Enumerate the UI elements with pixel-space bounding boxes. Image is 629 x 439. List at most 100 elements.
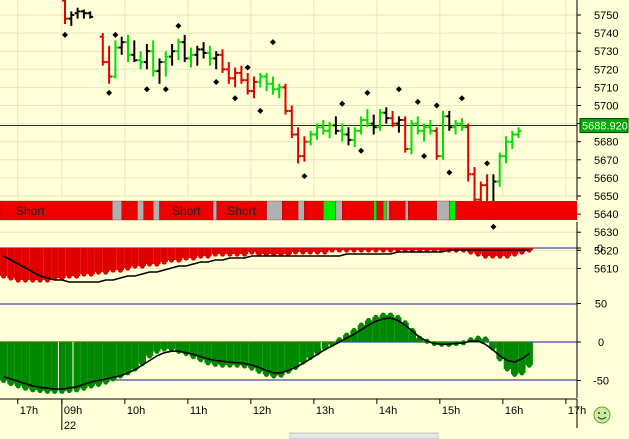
diamond-marker [301, 173, 308, 180]
ohlc-bar [477, 181, 484, 204]
ohlc-bar [194, 45, 201, 66]
osc2-bar [408, 330, 417, 342]
band-segment [304, 200, 324, 221]
osc1-dot [66, 273, 72, 279]
band-label: Short [172, 204, 201, 218]
osc1-dot [132, 263, 138, 269]
diamond-marker [421, 153, 428, 160]
time-tick-label: 10h [127, 405, 145, 417]
osc2-dot [168, 346, 175, 352]
osc1-signal-line [3, 249, 530, 283]
price-axis: 5750574057305720571057005690568056705660… [576, 0, 618, 275]
osc2-bar [525, 342, 533, 366]
oscillator-red-panel: 0 [0, 222, 603, 320]
osc2-dot [504, 366, 510, 372]
osc2-dot [256, 368, 262, 374]
osc1-dot [497, 253, 503, 259]
osc2-bar [146, 342, 154, 356]
ohlc-bar [471, 167, 478, 207]
osc1-bar [102, 248, 110, 272]
osc1-dot [234, 251, 240, 257]
osc1-dot [88, 271, 94, 277]
osc2-bar [240, 342, 249, 366]
osc1-dot [351, 247, 357, 253]
osc2-dot [198, 357, 204, 363]
osc1-bar [0, 248, 8, 276]
osc1-dot [220, 251, 226, 257]
osc2-tick-label: -50 [593, 376, 609, 388]
diamond-marker [339, 100, 346, 107]
osc1-bar [489, 248, 497, 256]
osc1-bar [255, 248, 263, 254]
ohlc-bar [358, 116, 365, 135]
osc2-bar [394, 317, 402, 342]
osc1-bar [29, 248, 37, 280]
osc1-bar [43, 248, 52, 280]
osc1-dot [190, 255, 196, 261]
osc2-dot [103, 379, 109, 385]
osc1-bar [211, 248, 219, 254]
price-tick-label: 5660 [594, 173, 618, 185]
ohlc-bar [452, 119, 459, 135]
osc1-dot [249, 249, 255, 255]
band-segment [382, 200, 387, 221]
osc1-dot [161, 259, 167, 265]
price-tick-label: 5700 [594, 101, 618, 113]
osc1-bar [124, 248, 132, 268]
band-segment [212, 200, 217, 221]
osc2-dot [74, 387, 80, 393]
osc1-bar [197, 248, 205, 256]
price-tick-label: 5750 [594, 10, 618, 22]
signal-band: Short Short Short [0, 200, 577, 221]
band-segment [282, 200, 299, 221]
osc2-dot [1, 377, 7, 384]
osc2-bar [219, 342, 227, 366]
smiley-icon[interactable] [593, 406, 611, 424]
osc1-bar [182, 248, 190, 258]
osc1-dot [95, 269, 102, 275]
osc2-bar [233, 342, 241, 366]
osc1-dot [103, 269, 109, 275]
ohlc-bar [295, 127, 302, 164]
osc1-dot [205, 253, 211, 259]
osc1-dot [336, 247, 342, 253]
osc1-dot [387, 247, 394, 253]
price-tick-label: 5740 [594, 28, 618, 40]
osc2-dot [249, 365, 255, 371]
osc2-dot [8, 380, 14, 387]
osc2-bar [262, 342, 271, 375]
osc2-dot [358, 322, 364, 328]
band-segment [121, 200, 138, 221]
osc2-bar [277, 342, 285, 376]
diamond-marker [244, 64, 251, 71]
osc1-dot [227, 251, 233, 257]
osc1-dot [212, 251, 218, 257]
ohlc-bar [414, 116, 421, 135]
osc2-dot [22, 385, 29, 391]
ohlc-bar [509, 130, 516, 149]
ohlc-bar [370, 114, 377, 135]
diamond-marker [458, 95, 465, 102]
price-tick-label: 5670 [594, 155, 618, 167]
osc1-dot [154, 261, 160, 267]
ohlc-bar [238, 65, 245, 84]
osc1-bar [7, 248, 15, 278]
osc2-bar [116, 342, 125, 376]
osc2-dot [366, 317, 372, 324]
price-tick-label: 5720 [594, 64, 618, 76]
horizontal-scrollbar[interactable] [289, 432, 439, 439]
osc2-dot [212, 361, 218, 367]
band-segment [373, 200, 378, 221]
price-tick-label: 5730 [594, 46, 618, 58]
ohlc-bar [244, 72, 251, 95]
osc2-bar [306, 342, 314, 358]
osc2-bar [43, 342, 52, 392]
band-segment [436, 200, 450, 221]
ohlc-bar [339, 123, 346, 142]
osc1-dot [307, 249, 313, 255]
osc2-bar [36, 342, 44, 391]
ohlc-bar [332, 116, 339, 135]
band-segment [389, 200, 406, 221]
osc2-bar [160, 342, 168, 349]
osc1-dot [37, 277, 43, 283]
